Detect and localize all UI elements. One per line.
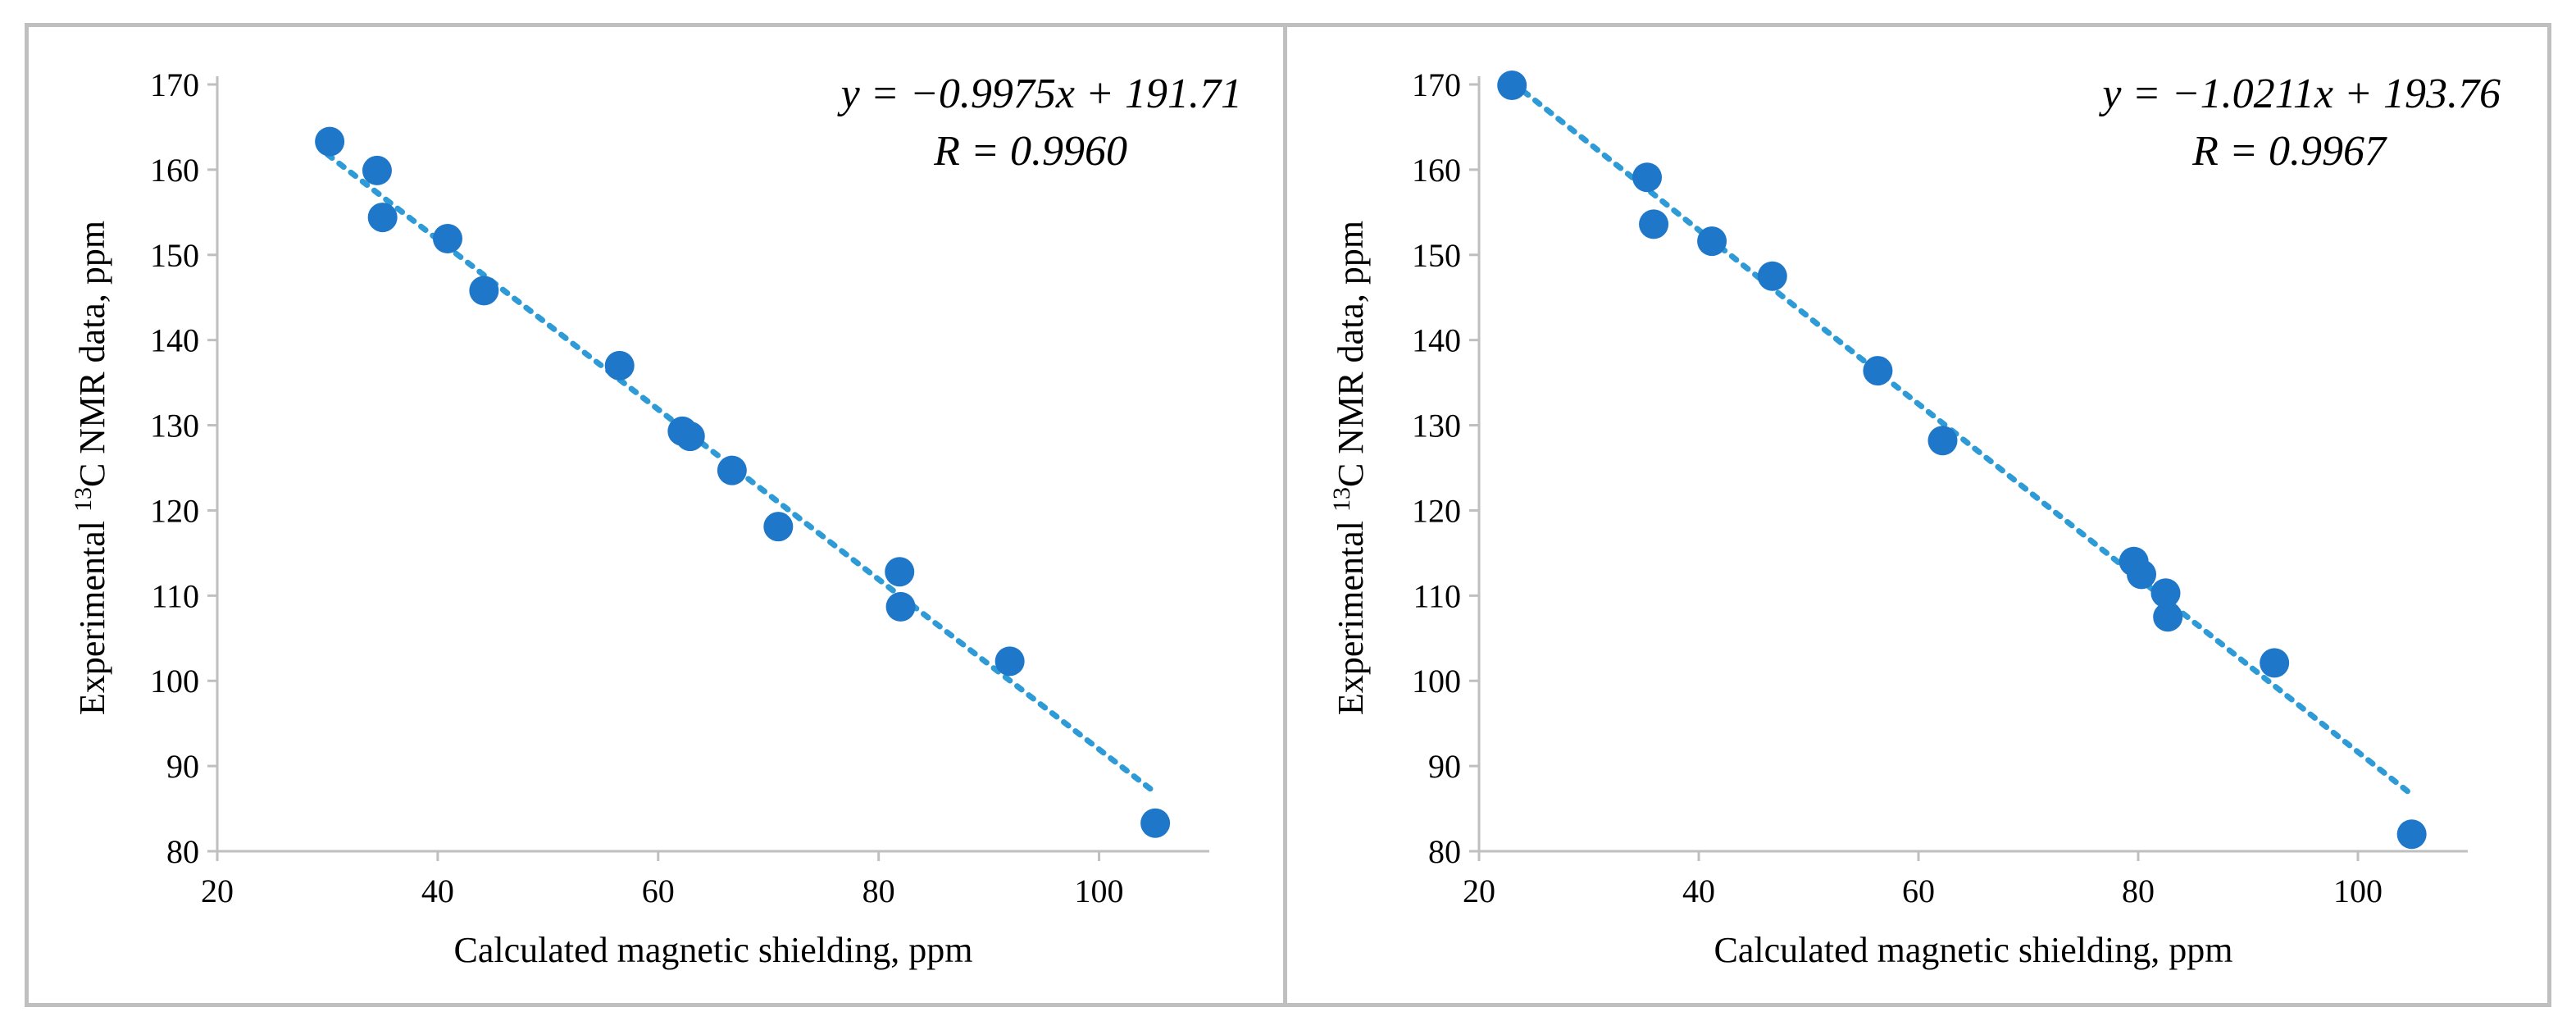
data-point — [994, 646, 1025, 677]
data-point — [1927, 426, 1958, 456]
y-tick-label: 140 — [1412, 322, 1461, 359]
correlation-coefficient: R = 0.9967 — [2191, 128, 2387, 175]
data-point — [1632, 162, 1663, 193]
data-point — [2260, 648, 2290, 678]
data-point — [367, 203, 398, 233]
y-axis-label: Experimental 13C NMR data, ppm — [1328, 221, 1372, 715]
data-point — [2396, 819, 2427, 850]
y-tick-label: 100 — [150, 663, 199, 700]
y-tick-label: 170 — [150, 66, 199, 103]
x-tick-label: 100 — [2333, 873, 2383, 909]
trendline-equation: y = −0.9975x + 191.71 — [837, 71, 1242, 117]
x-tick-label: 20 — [201, 873, 234, 909]
correlation-coefficient: R = 0.9960 — [933, 128, 1127, 175]
x-tick-label: 40 — [421, 873, 454, 909]
x-tick-label: 60 — [1902, 873, 1935, 909]
data-point — [717, 455, 747, 485]
data-point — [2127, 559, 2157, 590]
data-point — [2153, 602, 2183, 632]
y-tick-label: 160 — [150, 152, 199, 189]
data-point — [362, 155, 392, 185]
data-point — [885, 557, 915, 587]
y-tick-label: 120 — [1412, 492, 1461, 529]
y-axis-label: Experimental 13C NMR data, ppm — [70, 221, 113, 715]
right-scatter-chart: 80 90 100 110 120 130 140 150 160 170 20 40 60 80 100 C… — [1328, 66, 2501, 970]
data-point — [763, 512, 794, 542]
y-tick-label: 80 — [1428, 833, 1461, 870]
right-chart-panel: 80 90 100 110 120 130 140 150 160 170 20 40 60 80 100 C… — [1283, 23, 2551, 1007]
y-tick-label: 90 — [166, 748, 199, 785]
data-point — [1140, 808, 1171, 838]
y-tick-label: 130 — [1412, 408, 1461, 444]
y-tick-label: 110 — [151, 577, 199, 614]
x-tick-label: 60 — [642, 873, 675, 909]
data-point — [1697, 226, 1727, 257]
data-point — [432, 224, 462, 254]
y-tick-label: 90 — [1428, 748, 1461, 785]
x-tick-label: 80 — [2122, 873, 2155, 909]
y-tick-label: 140 — [150, 322, 199, 359]
data-point — [1757, 261, 1787, 291]
x-tick-label: 20 — [1463, 873, 1495, 909]
left-scatter-chart: 80 90 100 110 120 130 140 150 160 170 20 40 60 80 100 C… — [70, 66, 1243, 970]
trendline — [1509, 79, 2416, 799]
y-tick-label: 150 — [1412, 237, 1461, 274]
data-point — [2150, 578, 2181, 608]
x-tick-label: 80 — [862, 873, 895, 909]
data-point — [315, 126, 345, 157]
y-tick-label: 170 — [1412, 66, 1461, 103]
x-tick-label: 100 — [1075, 873, 1124, 909]
y-tick-label: 100 — [1412, 663, 1461, 700]
left-chart-panel: 80 90 100 110 120 130 140 150 160 170 20 40 60 80 100 C… — [25, 23, 1291, 1007]
y-tick-label: 160 — [1412, 152, 1461, 189]
data-point — [1639, 209, 1669, 239]
x-axis-label: Calculated magnetic shielding, ppm — [1714, 930, 2233, 970]
y-tick-label: 130 — [150, 408, 199, 444]
y-tick-label: 80 — [166, 833, 199, 870]
data-point — [885, 591, 916, 622]
x-tick-label: 40 — [1682, 873, 1715, 909]
y-tick-label: 150 — [150, 237, 199, 274]
data-point — [1497, 71, 1527, 101]
y-tick-label: 110 — [1413, 577, 1461, 614]
data-point — [604, 350, 635, 381]
x-axis-label: Calculated magnetic shielding, ppm — [454, 930, 973, 970]
data-point — [675, 422, 705, 452]
trendline-equation: y = −1.0211x + 193.76 — [2098, 71, 2501, 117]
data-point — [469, 276, 499, 306]
data-point — [1863, 356, 1893, 386]
y-tick-label: 120 — [150, 492, 199, 529]
